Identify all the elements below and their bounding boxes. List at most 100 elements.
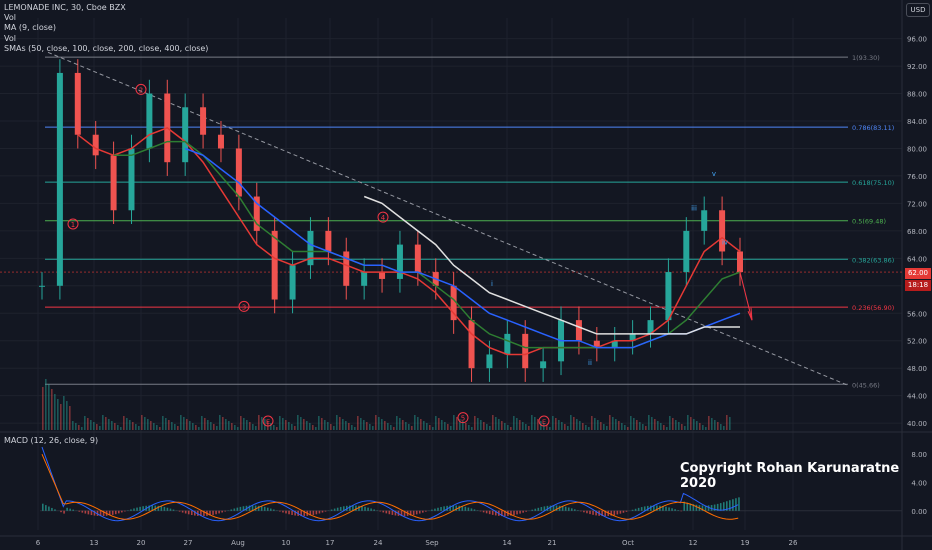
candle-body <box>396 244 403 279</box>
macd-histogram-bar <box>467 507 470 511</box>
volume-bar <box>624 425 626 430</box>
volume-bar <box>714 420 716 430</box>
macd-label: MACD (12, 26, close, 9) <box>4 436 99 445</box>
wave-label: 1 <box>71 221 75 229</box>
macd-histogram-bar <box>364 506 366 511</box>
volume-bar <box>189 421 191 430</box>
macd-histogram-bar <box>531 509 534 511</box>
candle-body <box>504 333 511 355</box>
macd-histogram-bar <box>239 506 242 511</box>
volume-bar <box>78 425 80 430</box>
volume-bar <box>453 415 455 430</box>
volume-bar <box>288 422 290 430</box>
macd-histogram-bar <box>692 504 695 511</box>
copyright-text: Copyright Rohan Karunaratne 2020 <box>680 461 900 491</box>
macd-histogram-bar <box>184 510 187 514</box>
volume-bar <box>285 420 287 430</box>
volume-bar <box>225 419 227 430</box>
candle-body <box>110 155 117 211</box>
volume-bar <box>378 417 380 430</box>
volume-bar <box>567 426 569 430</box>
macd-histogram-bar <box>63 510 65 514</box>
volume-bar <box>84 416 86 430</box>
volume-bar <box>201 416 203 430</box>
macd-histogram-bar <box>631 509 634 511</box>
volume-bar <box>678 422 680 430</box>
macd-histogram-bar <box>437 507 439 511</box>
macd-histogram-bar <box>710 505 713 511</box>
macd-histogram-bar <box>580 510 582 512</box>
volume-bar <box>582 423 584 430</box>
macd-histogram-bar <box>111 510 114 515</box>
candle-body <box>665 272 672 321</box>
macd-histogram-bar <box>382 510 385 513</box>
macd-histogram-bar <box>352 505 354 511</box>
macd-histogram-bar <box>312 510 315 515</box>
volume-bar <box>660 423 662 430</box>
macd-histogram-bar <box>370 508 372 511</box>
volume-bar <box>405 422 407 430</box>
indicator-ma: MA (9, close) <box>4 23 56 33</box>
macd-histogram-bar <box>543 506 546 511</box>
volume-bar <box>636 420 638 430</box>
macd-histogram-bar <box>601 510 603 517</box>
macd-histogram-bar <box>455 505 458 511</box>
macd-histogram-bar <box>87 510 90 515</box>
macd-histogram-bar <box>732 499 734 511</box>
volume-bar <box>48 384 50 430</box>
volume-bar <box>384 421 386 430</box>
macd-histogram-bar <box>260 506 263 511</box>
volume-bar <box>333 426 335 430</box>
volume-bar <box>621 423 623 430</box>
volume-bar <box>357 416 359 430</box>
trend-line <box>47 51 849 386</box>
volume-bar <box>249 422 251 430</box>
macd-histogram-bar <box>84 510 87 514</box>
macd-histogram-bar <box>686 502 689 511</box>
macd-histogram-bar <box>513 510 515 516</box>
volume-bar <box>69 406 71 430</box>
macd-histogram-bar <box>525 510 527 512</box>
volume-bar <box>489 426 491 430</box>
macd-histogram-bar <box>355 505 357 511</box>
macd-histogram-bar <box>549 505 552 511</box>
indicator-vol: Vol <box>4 13 16 23</box>
y-tick-label: 72.00 <box>907 200 927 208</box>
forecast-arrowhead <box>747 307 753 321</box>
volume-bar <box>570 415 572 430</box>
minor-wave-label: i <box>491 280 493 288</box>
volume-bar <box>96 424 98 430</box>
currency-badge[interactable]: USD <box>906 3 930 17</box>
macd-histogram-bar <box>154 505 157 511</box>
volume-bar <box>156 425 158 430</box>
macd-histogram-bar <box>93 510 96 516</box>
x-tick-label: 6 <box>36 539 41 547</box>
volume-bar <box>705 427 707 430</box>
macd-histogram-bar <box>613 510 616 516</box>
volume-bar <box>711 418 713 430</box>
candle-body <box>289 265 296 300</box>
fib-level-label: 0.618(75.10) <box>852 179 894 187</box>
volume-bar <box>468 425 470 430</box>
x-tick-label: Aug <box>231 539 245 547</box>
macd-histogram-bar <box>662 506 664 511</box>
earnings-marker: E <box>542 418 546 426</box>
volume-bar <box>507 425 509 430</box>
volume-bar <box>252 424 254 430</box>
volume-bar <box>606 426 608 430</box>
volume-bar <box>81 427 83 430</box>
macd-histogram-bar <box>136 507 138 511</box>
volume-bar <box>720 424 722 430</box>
minor-wave-label: ii <box>588 359 592 367</box>
macd-histogram-bar <box>315 510 318 515</box>
y-tick-label: 76.00 <box>907 173 927 181</box>
volume-bar <box>681 424 683 430</box>
volume-bar <box>501 421 503 430</box>
macd-histogram-bar <box>254 505 257 511</box>
macd-histogram-bar <box>81 510 84 513</box>
macd-histogram-bar <box>388 510 391 515</box>
macd-histogram-bar <box>634 508 637 511</box>
macd-histogram-bar <box>415 510 418 515</box>
volume-bar <box>207 420 209 430</box>
